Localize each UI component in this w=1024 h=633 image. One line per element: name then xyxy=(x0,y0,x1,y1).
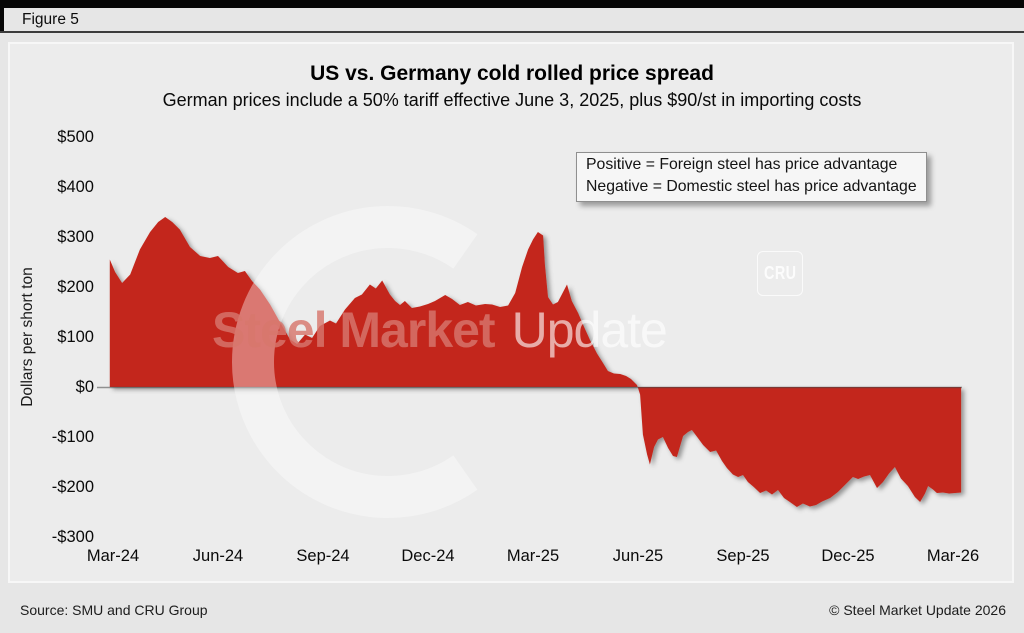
x-tick-label: Dec-25 xyxy=(821,547,875,565)
copyright-note: © Steel Market Update 2026 xyxy=(829,602,1006,618)
y-tick-label: $300 xyxy=(57,228,94,246)
x-tick-label: Sep-25 xyxy=(716,547,770,565)
y-tick-label: $100 xyxy=(57,328,94,346)
cru-logo-watermark-icon: CRU xyxy=(757,251,803,296)
top-black-bar xyxy=(0,0,1024,8)
x-tick-label: Dec-24 xyxy=(401,547,455,565)
y-tick-label: $400 xyxy=(57,178,94,196)
x-tick-label: Jun-24 xyxy=(192,547,244,565)
source-note: Source: SMU and CRU Group xyxy=(20,602,208,618)
x-tick-label: Sep-24 xyxy=(296,547,350,565)
cru-logo-text: CRU xyxy=(763,263,797,283)
x-tick-label: Mar-25 xyxy=(506,547,560,565)
chart-title: US vs. Germany cold rolled price spread xyxy=(310,62,714,85)
spread-area-series xyxy=(109,217,962,507)
y-tick-label: -$300 xyxy=(51,528,94,546)
x-tick-label: Mar-24 xyxy=(86,547,140,565)
y-tick-label: $500 xyxy=(57,128,94,146)
legend-positive-note: Positive = Foreign steel has price advan… xyxy=(586,156,898,173)
left-black-accent xyxy=(0,0,4,33)
y-tick-label: $0 xyxy=(75,378,94,396)
x-tick-label: Mar-26 xyxy=(926,547,980,565)
legend-negative-note: Negative = Domestic steel has price adva… xyxy=(586,178,917,195)
y-tick-label: $200 xyxy=(57,278,94,296)
header-rule xyxy=(0,31,1024,33)
legend-note-box: Positive = Foreign steel has price advan… xyxy=(576,152,927,202)
x-tick-label: Jun-25 xyxy=(612,547,664,565)
smu-swoosh-watermark-icon xyxy=(232,206,478,518)
chart-subtitle: German prices include a 50% tariff effec… xyxy=(162,90,862,110)
y-tick-label: -$200 xyxy=(51,478,94,496)
figure-label: Figure 5 xyxy=(22,11,79,28)
y-tick-label: -$100 xyxy=(51,428,94,446)
